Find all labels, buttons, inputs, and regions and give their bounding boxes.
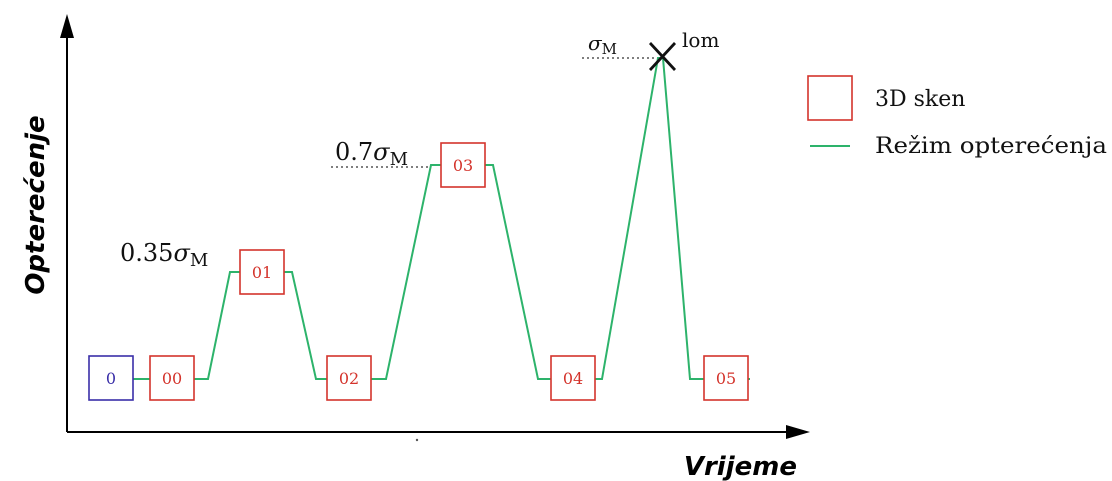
svg-text:03: 03 <box>453 156 473 175</box>
svg-text:02: 02 <box>339 369 359 388</box>
scan-box-01: 01 <box>239 249 285 295</box>
scan-box-02: 02 <box>326 355 372 401</box>
svg-text:04: 04 <box>563 369 583 388</box>
peak-sigma-label: σM <box>588 31 617 58</box>
svg-text:0: 0 <box>106 369 116 388</box>
x-axis-tick-mark <box>415 438 419 442</box>
x-axis-title: Vrijeme <box>684 452 797 481</box>
scan-box-03: 03 <box>440 142 486 188</box>
level2-sigma-label: 0.7σM <box>335 138 408 170</box>
y-axis-title: Opterećenje <box>21 115 51 294</box>
legend-regime-label: Režim opterećenja <box>875 134 1107 159</box>
legend: 3D sken Režim opterećenja <box>807 75 1107 159</box>
svg-text:00: 00 <box>162 369 182 388</box>
x-axis-arrow <box>786 425 810 439</box>
svg-text:05: 05 <box>716 369 736 388</box>
scan-box-05: 05 <box>703 355 749 401</box>
svg-text:01: 01 <box>252 263 272 282</box>
legend-scan-swatch <box>807 75 853 121</box>
scan-box-0: 0 <box>88 355 134 401</box>
scan-box-00: 00 <box>149 355 195 401</box>
legend-scan-label: 3D sken <box>875 87 965 112</box>
failure-marker-icon <box>648 42 677 71</box>
failure-label: lom <box>682 28 719 52</box>
y-axis-arrow <box>60 14 74 38</box>
load-regime-line <box>130 57 750 380</box>
level1-sigma-label: 0.35σM <box>120 239 208 271</box>
scan-box-04: 04 <box>550 355 596 401</box>
